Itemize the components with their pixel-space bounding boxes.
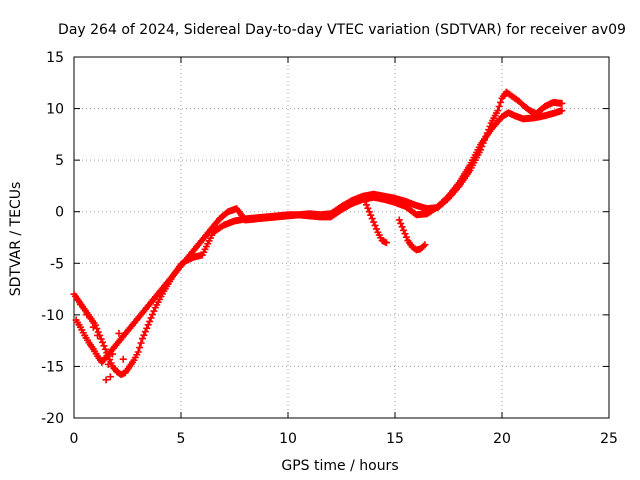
x-axis-label: GPS time / hours xyxy=(281,458,398,474)
data-point xyxy=(136,344,144,352)
data-point xyxy=(137,339,145,347)
x-tick-label: 0 xyxy=(70,431,79,447)
data-point xyxy=(144,321,152,329)
data-point xyxy=(134,348,142,356)
data-point xyxy=(113,368,121,376)
data-point xyxy=(97,335,105,343)
data-point xyxy=(146,317,154,325)
data-point xyxy=(138,335,146,343)
data-point xyxy=(400,226,408,234)
y-tick-label: -10 xyxy=(41,308,64,324)
data-point xyxy=(119,355,127,363)
y-tick-label: 5 xyxy=(55,153,64,169)
data-point xyxy=(367,211,375,219)
data-point xyxy=(76,301,84,309)
data-point xyxy=(420,242,428,250)
y-tick-label: 0 xyxy=(55,205,64,221)
data-point xyxy=(481,136,489,144)
x-tick-label: 25 xyxy=(600,431,618,447)
data-point xyxy=(382,239,390,247)
y-tick-label: -15 xyxy=(41,359,64,375)
data-point xyxy=(150,307,158,315)
data-point xyxy=(364,204,372,212)
data-point xyxy=(494,107,502,115)
data-point xyxy=(485,126,493,134)
data-point xyxy=(361,197,369,205)
data-point xyxy=(141,328,149,336)
data-point xyxy=(143,324,151,332)
data-point xyxy=(372,225,380,233)
data-point xyxy=(421,241,429,249)
data-point xyxy=(477,146,485,154)
data-point xyxy=(89,323,97,331)
data-point xyxy=(479,139,487,147)
data-point xyxy=(102,376,110,384)
data-point xyxy=(395,216,403,224)
data-point xyxy=(109,350,117,358)
data-point xyxy=(100,342,108,350)
data-point xyxy=(483,129,491,137)
data-point xyxy=(365,208,373,216)
data-point xyxy=(371,221,379,229)
data-point xyxy=(497,98,505,106)
data-point xyxy=(402,233,410,241)
data-point xyxy=(370,218,378,226)
data-point xyxy=(140,331,148,339)
x-tick-label: 20 xyxy=(493,431,511,447)
y-tick-label: 10 xyxy=(46,102,64,118)
data-point xyxy=(83,311,91,319)
data-point xyxy=(558,99,566,107)
axis-ticks: 0 5 10 15 20 25 -20 -15 -10 -5 0 5 10 15 xyxy=(41,50,618,447)
data-point xyxy=(99,338,107,346)
x-tick-label: 5 xyxy=(177,431,186,447)
data-point xyxy=(495,103,503,111)
data-point xyxy=(104,360,112,368)
data-point xyxy=(398,223,406,231)
data-point xyxy=(115,329,123,337)
chart-title: Day 264 of 2024, Sidereal Day-to-day VTE… xyxy=(58,22,626,38)
y-tick-label: -20 xyxy=(41,411,64,427)
data-point xyxy=(558,107,566,115)
data-point xyxy=(478,142,486,150)
y-tick-label: -5 xyxy=(50,256,64,272)
data-point xyxy=(368,215,376,223)
data-point xyxy=(482,132,490,140)
data-point xyxy=(486,122,494,130)
y-axis-label: SDTVAR / TECUs xyxy=(8,182,24,297)
data-points xyxy=(70,88,566,384)
data-point xyxy=(401,230,409,238)
x-tick-label: 15 xyxy=(386,431,404,447)
data-point xyxy=(93,325,101,333)
data-point xyxy=(397,219,405,227)
data-point xyxy=(362,201,370,209)
data-point xyxy=(106,373,114,381)
data-point xyxy=(148,311,156,319)
data-point xyxy=(94,331,102,339)
x-tick-label: 10 xyxy=(279,431,297,447)
data-point xyxy=(101,345,109,353)
plot-frame xyxy=(73,56,610,419)
data-point xyxy=(147,314,155,322)
y-tick-label: 15 xyxy=(46,50,64,66)
